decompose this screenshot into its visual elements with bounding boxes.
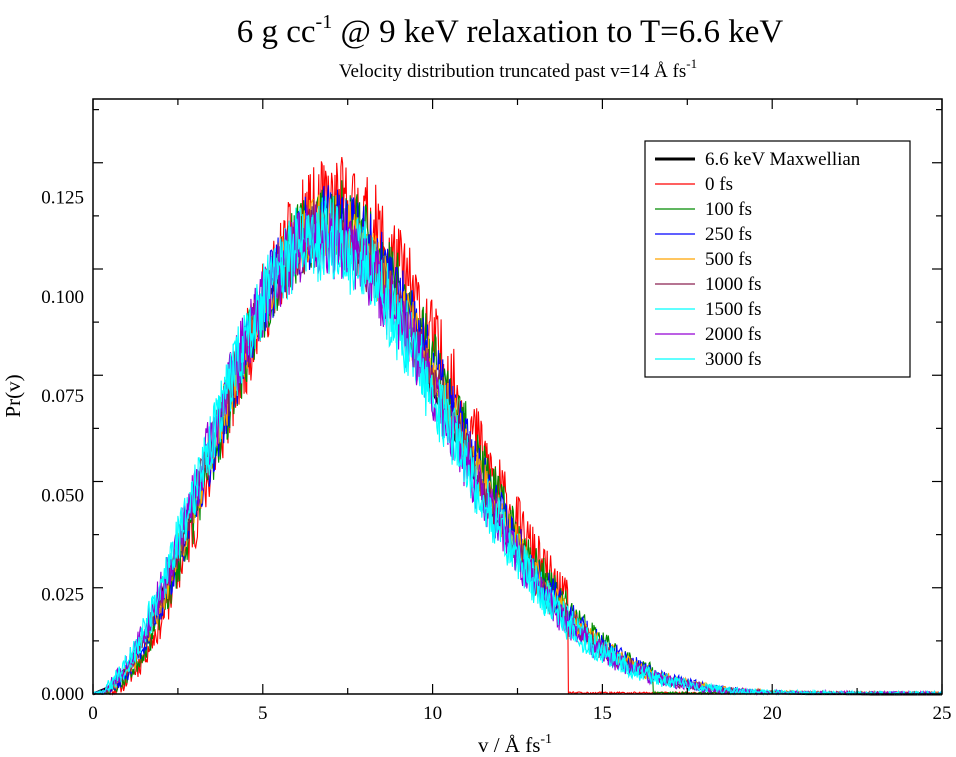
x-tick-label-4: 20 (763, 703, 782, 724)
x-tick-label-0: 0 (88, 703, 98, 724)
x-tick-label-2: 10 (423, 703, 442, 724)
legend-label-6: 2000 fs (705, 324, 761, 345)
x-tick-label-1: 5 (258, 703, 268, 724)
y-tick-label-3: 0.075 (41, 386, 84, 407)
legend-label-1: 100 fs (705, 199, 752, 220)
y-tick-label-1: 0.025 (41, 585, 84, 606)
legend-label-4: 1000 fs (705, 274, 761, 295)
y-tick-label-5: 0.125 (41, 188, 84, 209)
y-tick-label-2: 0.050 (41, 485, 84, 506)
legend: 6.6 keV Maxwellian 0 fs 100 fs 250 fs 50… (644, 140, 911, 378)
y-axis-label: Pr(v) (1, 374, 25, 417)
y-tick-label-0: 0.000 (41, 684, 84, 705)
legend-label-7: 3000 fs (705, 349, 761, 370)
x-tick-label-3: 15 (593, 703, 612, 724)
x-tick-label-5: 25 (933, 703, 952, 724)
legend-label-0: 0 fs (705, 174, 733, 195)
chart-title: 6 g cc-1 @ 9 keV relaxation to T=6.6 keV (237, 11, 784, 50)
x-axis-label: v / Å fs-1 (478, 732, 552, 757)
legend-label-3: 500 fs (705, 249, 752, 270)
y-tick-label-4: 0.100 (41, 287, 84, 308)
legend-label-maxwellian: 6.6 keV Maxwellian (705, 149, 861, 170)
series-line-7 (92, 205, 943, 697)
legend-label-5: 1500 fs (705, 299, 761, 320)
chart-subtitle: Velocity distribution truncated past v=1… (339, 56, 697, 82)
legend-label-2: 250 fs (705, 224, 752, 245)
ticks-layer (92, 99, 943, 695)
